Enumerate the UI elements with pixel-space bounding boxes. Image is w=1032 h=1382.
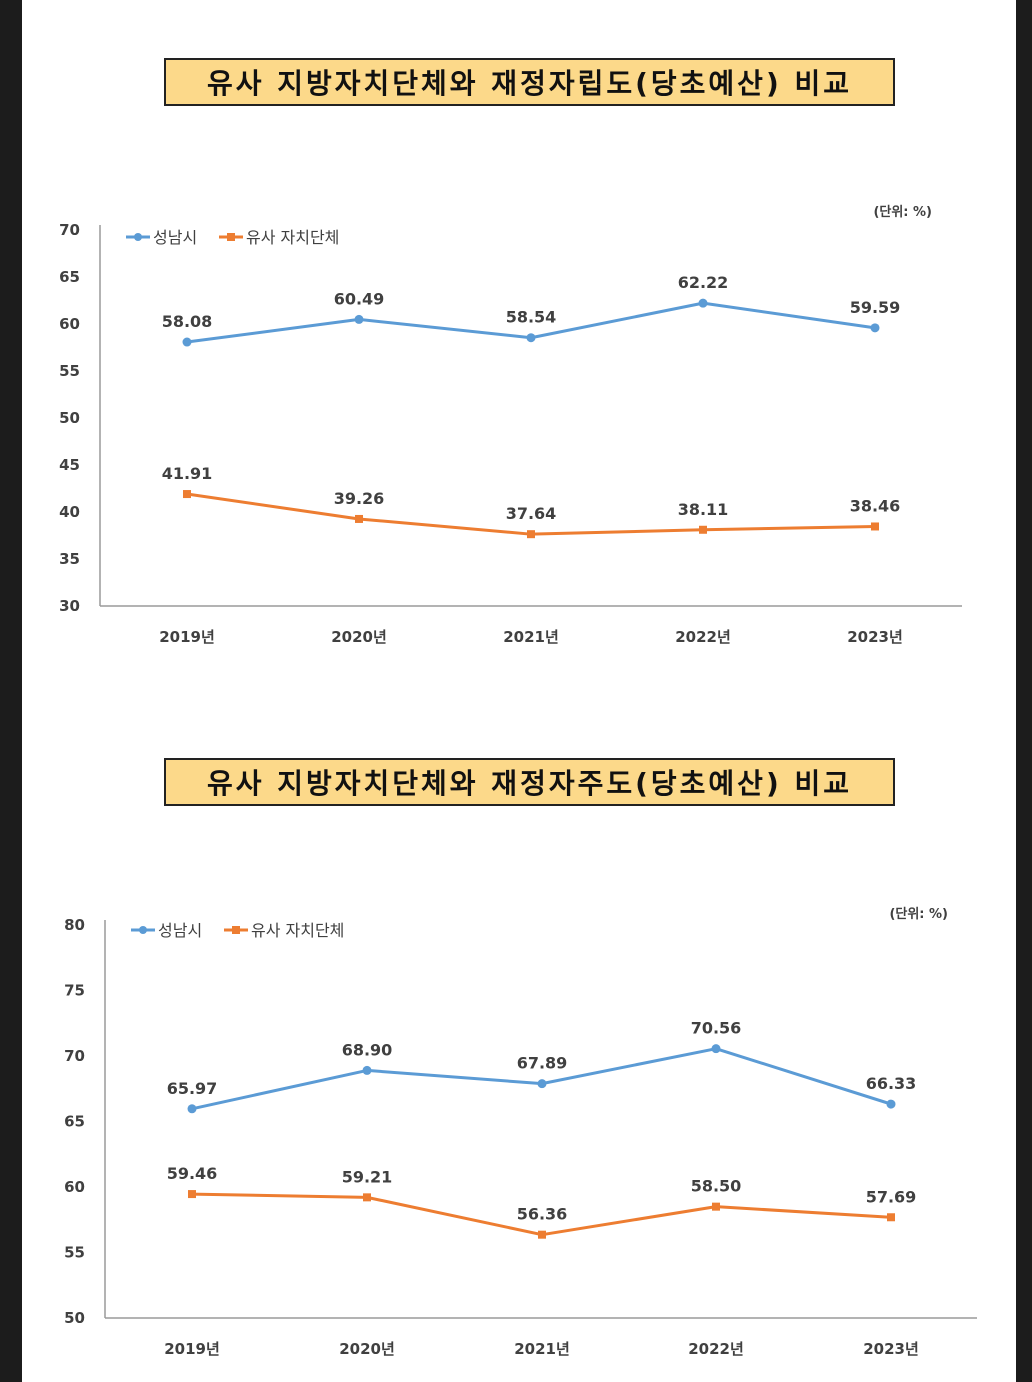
x-tick-label: 2023년 [847, 628, 903, 646]
data-label: 37.64 [506, 504, 557, 523]
legend-label: 유사 자치단체 [251, 921, 344, 940]
data-point-square [355, 514, 363, 523]
legend-marker-circle [134, 233, 142, 241]
legend-marker-square [227, 233, 235, 241]
y-tick-label: 75 [64, 982, 85, 1000]
data-point-circle [354, 314, 364, 324]
y-tick-label: 50 [64, 1309, 85, 1327]
data-label: 39.26 [334, 489, 385, 508]
line-chart-self-reliance: 30 35 40 45 50 55 60 65 70 2019년 2020년 2021년 2022년 20… [59, 204, 962, 646]
y-tick-label: 60 [64, 1178, 85, 1196]
data-label: 38.11 [678, 500, 729, 519]
x-tick-label: 2023년 [863, 1340, 919, 1358]
data-label: 59.46 [167, 1164, 218, 1183]
data-point-circle [886, 1099, 896, 1109]
data-point-square [363, 1193, 371, 1202]
legend-marker-circle [139, 926, 147, 934]
data-label: 56.36 [517, 1205, 568, 1224]
data-label: 60.49 [334, 289, 385, 308]
data-point-circle [711, 1044, 721, 1054]
line-chart-autonomy: 50 55 60 65 70 75 80 2019년 2020년 2021년 2022년 2023년 (… [64, 906, 977, 1358]
chart-title: 유사 지방자치단체와 재정자주도(당초예산) 비교 [164, 758, 895, 806]
data-label: 59.21 [342, 1167, 393, 1186]
data-label: 62.22 [678, 273, 729, 292]
data-point-square [188, 1190, 196, 1199]
data-point-square [183, 490, 191, 499]
data-point-circle [870, 323, 880, 333]
data-point-square [887, 1213, 895, 1222]
data-label: 58.54 [506, 308, 557, 327]
x-tick-label: 2022년 [688, 1340, 744, 1358]
legend-label: 성남시 [153, 228, 197, 247]
y-tick-label: 65 [64, 1113, 85, 1131]
y-tick-label: 80 [64, 916, 85, 934]
data-label: 70.56 [691, 1019, 742, 1038]
data-label: 68.90 [342, 1040, 393, 1059]
y-tick-label: 35 [59, 550, 80, 568]
x-tick-label: 2021년 [514, 1340, 570, 1358]
x-tick-label: 2019년 [159, 628, 215, 646]
x-tick-label: 2020년 [331, 628, 387, 646]
data-point-circle [698, 298, 708, 308]
y-tick-label: 60 [59, 315, 80, 333]
data-label: 58.50 [691, 1177, 742, 1196]
data-point-square [538, 1230, 546, 1239]
data-label: 41.91 [162, 464, 213, 483]
chart-title: 유사 지방자치단체와 재정자립도(당초예산) 비교 [164, 58, 895, 106]
y-tick-label: 55 [64, 1244, 85, 1262]
unit-label: (단위: %) [889, 906, 948, 922]
y-tick-label: 30 [59, 597, 80, 615]
legend-label: 성남시 [158, 921, 202, 940]
y-tick-label: 45 [59, 456, 80, 474]
legend-label: 유사 자치단체 [246, 228, 339, 247]
x-tick-label: 2019년 [164, 1340, 220, 1358]
data-label: 58.08 [162, 312, 213, 331]
y-tick-label: 40 [59, 503, 80, 521]
legend-marker-square [232, 926, 240, 934]
data-point-circle [526, 333, 536, 343]
x-tick-label: 2021년 [503, 628, 559, 646]
data-point-square [527, 530, 535, 539]
data-point-circle [537, 1079, 547, 1089]
data-label: 59.59 [850, 298, 901, 317]
data-point-circle [362, 1065, 372, 1075]
data-label: 65.97 [167, 1079, 218, 1098]
data-label: 67.89 [517, 1054, 568, 1073]
data-point-square [712, 1202, 720, 1211]
y-tick-label: 50 [59, 409, 80, 427]
data-point-square [871, 522, 879, 531]
data-label: 66.33 [866, 1074, 917, 1093]
y-tick-label: 70 [59, 221, 80, 239]
data-point-square [699, 525, 707, 534]
x-tick-label: 2020년 [339, 1340, 395, 1358]
data-label: 57.69 [866, 1187, 917, 1206]
y-tick-label: 55 [59, 362, 80, 380]
page: 유사 지방자치단체와 재정자립도(당초예산) 비교 30 35 40 45 50 55 60… [22, 0, 1016, 1382]
data-point-circle [182, 337, 192, 347]
y-tick-label: 70 [64, 1047, 85, 1065]
data-point-circle [187, 1104, 197, 1114]
data-label: 38.46 [850, 496, 901, 515]
unit-label: (단위: %) [873, 204, 932, 220]
y-tick-label: 65 [59, 268, 80, 286]
x-tick-label: 2022년 [675, 628, 731, 646]
